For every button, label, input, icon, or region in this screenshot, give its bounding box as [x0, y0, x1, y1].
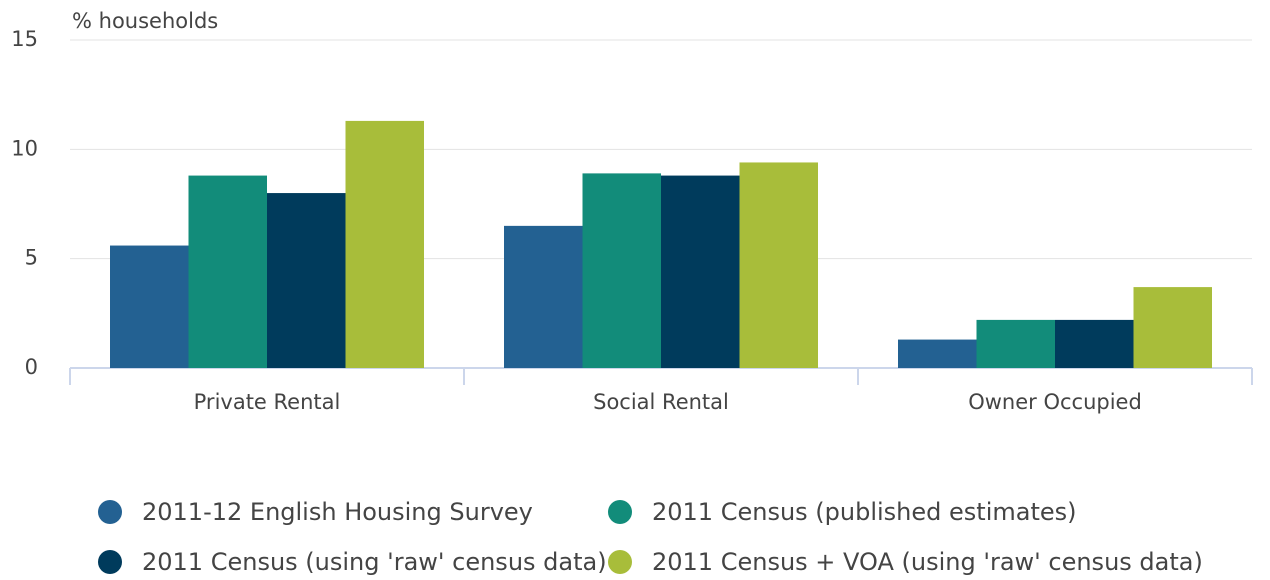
- bar: [345, 120, 424, 368]
- bar: [1133, 287, 1212, 368]
- y-axis-label: % households: [72, 9, 218, 33]
- legend-marker: [608, 550, 632, 574]
- y-tick-label: 5: [25, 246, 38, 270]
- bar: [110, 245, 189, 368]
- bar: [504, 225, 583, 368]
- x-tick-label: Social Rental: [593, 390, 729, 414]
- bar: [582, 173, 661, 368]
- legend-marker: [608, 500, 632, 524]
- y-tick-label: 10: [11, 136, 38, 160]
- legend-label: 2011 Census (using 'raw' census data): [142, 548, 607, 576]
- bar: [1055, 319, 1134, 368]
- y-tick-label: 0: [25, 355, 38, 379]
- legend-label: 2011 Census + VOA (using 'raw' census da…: [652, 548, 1203, 576]
- bar: [739, 162, 818, 368]
- x-tick-label: Owner Occupied: [968, 390, 1142, 414]
- legend-label: 2011-12 English Housing Survey: [142, 498, 533, 526]
- legend-label: 2011 Census (published estimates): [652, 498, 1077, 526]
- bar: [898, 339, 977, 368]
- x-tick-label: Private Rental: [194, 390, 341, 414]
- y-tick-label: 15: [11, 27, 38, 51]
- bar: [267, 193, 346, 368]
- bar: [976, 319, 1055, 368]
- bar: [661, 175, 740, 368]
- legend-marker: [98, 500, 122, 524]
- legend-marker: [98, 550, 122, 574]
- bar: [188, 175, 267, 368]
